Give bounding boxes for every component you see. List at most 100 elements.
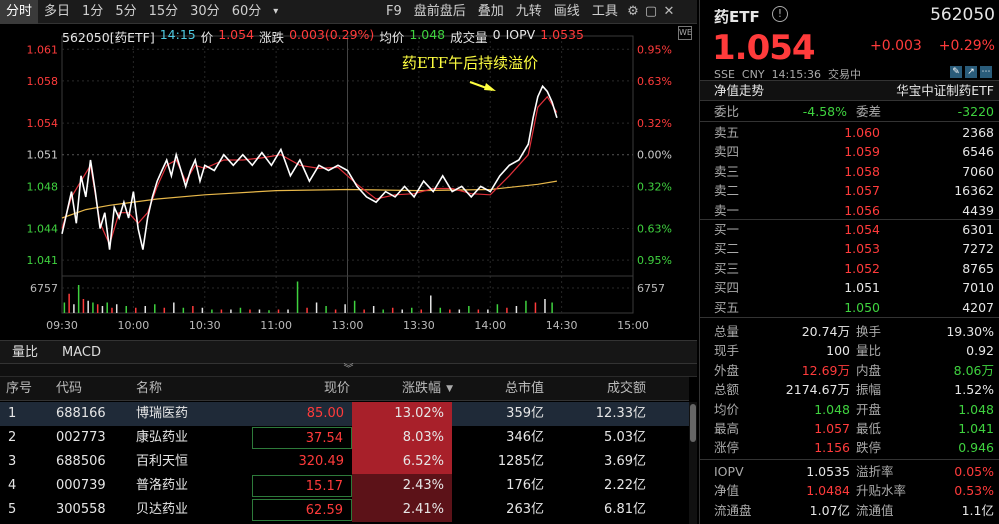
header-no[interactable]: 序号 (6, 381, 33, 396)
stat-value: 1.52% (954, 382, 994, 398)
weicha-label: 委差 (856, 104, 882, 119)
ask-row-4[interactable]: 卖二 1.057 16362 (700, 181, 999, 200)
stat-row: 涨停 1.156 跌停 0.946 (700, 438, 999, 457)
row-no: 4 (8, 478, 17, 493)
period-tab-1[interactable]: 多日 (44, 3, 71, 19)
period-tab-6[interactable]: 60分 (231, 3, 262, 19)
period-tab-3[interactable]: 5分 (115, 3, 137, 19)
gear-icon[interactable]: ⚙ (627, 4, 639, 19)
bid-row-5[interactable]: 买五 1.050 4207 (700, 298, 999, 317)
row-change: 2.43% (352, 474, 452, 498)
header-code[interactable]: 代码 (56, 381, 83, 396)
stat-value: 1.156 (814, 440, 850, 456)
stat-label: 均价 (714, 401, 740, 417)
y-tick-right: 0.00% (637, 149, 672, 162)
bid-row-4[interactable]: 买四 1.051 7010 (700, 278, 999, 297)
row-change: 2.41% (352, 498, 452, 522)
stat-row: IOPV 1.0535 溢折率 0.05% (700, 462, 999, 481)
ask-row-3[interactable]: 卖三 1.058 7060 (700, 162, 999, 181)
stat-label: 涨停 (714, 440, 740, 456)
book-volume: 7010 (962, 280, 994, 296)
info-avg: 1.048 (409, 27, 446, 42)
info-avg-label: 均价 (379, 30, 405, 45)
security-code: 562050 (930, 5, 995, 25)
row-name: 贝达药业 (136, 502, 189, 517)
header-price[interactable]: 现价 (323, 381, 350, 396)
chart-side-icon[interactable]: WE (678, 26, 692, 40)
minimize-icon[interactable]: ▢ (644, 4, 658, 19)
bid-row-1[interactable]: 买一 1.054 6301 (700, 220, 999, 239)
header-name[interactable]: 名称 (136, 381, 163, 396)
period-tab-0[interactable]: 分时 (0, 0, 39, 24)
edit-icon[interactable]: ✎ (950, 66, 962, 78)
row-name: 康弘药业 (136, 430, 189, 445)
tab-macd[interactable]: MACD (62, 344, 101, 360)
x-tick: 09:30 (46, 319, 78, 332)
scrollbar-thumb[interactable] (690, 404, 696, 442)
stat-value: 1.1亿 (961, 502, 994, 518)
book-price: 1.059 (844, 144, 880, 160)
book-label: 卖三 (714, 163, 740, 179)
indicator-tabs: 量比 MACD (0, 340, 697, 364)
toolbar-item-5[interactable]: 工具 (591, 4, 618, 19)
ask-row-2[interactable]: 卖四 1.059 6546 (700, 142, 999, 161)
period-tab-4[interactable]: 15分 (148, 3, 179, 19)
x-tick: 10:30 (189, 319, 221, 332)
book-price: 1.053 (844, 241, 880, 257)
stat-value: 0.946 (958, 440, 994, 456)
book-label: 卖四 (714, 144, 740, 160)
table-scrollbar[interactable] (689, 402, 697, 524)
period-tab-5[interactable]: 30分 (190, 3, 220, 19)
stat-label: 外盘 (714, 362, 740, 378)
stat-label: 振幅 (856, 382, 882, 398)
header-change[interactable]: 涨跌幅 (401, 381, 441, 396)
ask-row-5[interactable]: 卖一 1.056 4439 (700, 201, 999, 220)
row-code: 300558 (56, 502, 106, 517)
header-amount[interactable]: 成交额 (606, 381, 646, 396)
bid-row-2[interactable]: 买二 1.053 7272 (700, 239, 999, 258)
table-row[interactable]: 1 688166 博瑞医药 85.00 13.02% 359亿 12.33亿 (0, 402, 689, 426)
row-change: 8.03% (352, 426, 452, 450)
row-change: 13.02% (352, 402, 452, 426)
quote-time: 14:15:36 (771, 68, 821, 81)
info-price-label: 价 (200, 30, 214, 45)
collapse-toggle[interactable]: ︾ (0, 364, 697, 377)
stat-label: 总量 (714, 324, 740, 339)
link-icon[interactable]: ↗ (965, 66, 977, 78)
table-row[interactable]: 3 688506 百利天恒 320.49 6.52% 1285亿 3.69亿 (0, 450, 689, 474)
header-market-cap[interactable]: 总市值 (504, 381, 544, 396)
table-row[interactable]: 4 000739 普洛药业 15.17 2.43% 176亿 2.22亿 (0, 474, 689, 498)
weibi-label: 委比 (714, 104, 740, 119)
info-volume-label: 成交量 (450, 30, 488, 45)
toolbar-item-4[interactable]: 画线 (553, 4, 580, 19)
row-name: 普洛药业 (136, 478, 189, 493)
stat-label: 换手 (856, 324, 882, 339)
quote-meta: SSE CNY 14:15:36 交易中 (714, 66, 861, 82)
stat-value: 1.048 (814, 401, 850, 417)
stat-label: 量比 (856, 343, 882, 359)
tab-volume-ratio[interactable]: 量比 (12, 344, 39, 360)
intraday-chart[interactable]: 1.061 0.95% 1.058 0.63% 1.054 0.32% 1.051 0.00%… (0, 24, 697, 340)
stat-label: 升贴水率 (856, 483, 907, 499)
row-amount: 3.69亿 (604, 454, 646, 469)
last-price: 1.054 (712, 28, 816, 68)
table-row[interactable]: 2 002773 康弘药业 37.54 8.03% 346亿 5.03亿 (0, 426, 689, 450)
book-price: 1.051 (844, 280, 880, 296)
period-tab-2[interactable]: 1分 (82, 3, 104, 19)
toolbar-item-1[interactable]: 盘前盘后 (413, 4, 466, 19)
toolbar-item-3[interactable]: 九转 (515, 4, 542, 19)
bid-row-3[interactable]: 买三 1.052 8765 (700, 259, 999, 278)
table-row[interactable]: 5 300558 贝达药业 62.59 2.41% 263亿 6.81亿 (0, 498, 689, 522)
close-icon[interactable]: ✕ (663, 4, 675, 19)
nav-trend-row[interactable]: 净值走势 华宝中证制药ETF (700, 81, 999, 100)
toolbar-item-0[interactable]: F9 (386, 4, 402, 19)
stat-label: 流通盘 (714, 502, 752, 518)
share-icon[interactable]: ⋯ (980, 66, 992, 78)
period-dropdown[interactable]: ▾ (273, 5, 279, 17)
info-icon[interactable]: ! (772, 6, 788, 22)
row-code: 688506 (56, 454, 106, 469)
toolbar-item-2[interactable]: 叠加 (477, 4, 504, 19)
weicha-value: -3220 (957, 104, 994, 119)
book-price: 1.060 (844, 125, 880, 140)
ask-row-1[interactable]: 卖五 1.060 2368 (700, 123, 999, 142)
